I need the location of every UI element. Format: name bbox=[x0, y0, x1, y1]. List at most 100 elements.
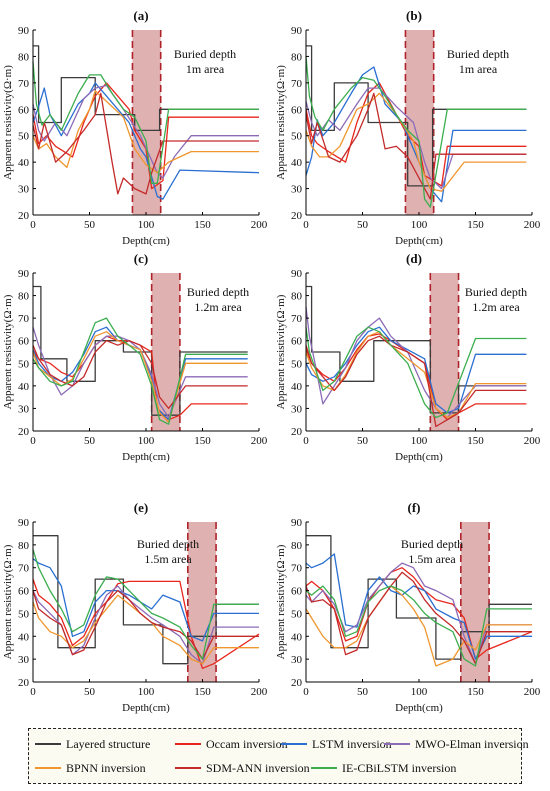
y-tick-label: 90 bbox=[291, 268, 303, 280]
y-tick-label: 80 bbox=[291, 540, 303, 552]
y-tick-label: 80 bbox=[18, 291, 30, 303]
series-line-lstm bbox=[32, 558, 259, 642]
y-tick-label: 50 bbox=[291, 358, 303, 370]
x-tick-label: 200 bbox=[524, 435, 541, 447]
panel-label: (e) bbox=[134, 500, 148, 515]
x-tick-label: 100 bbox=[138, 435, 155, 447]
series-line-layered bbox=[33, 285, 248, 416]
series-line-bpnn bbox=[305, 585, 532, 667]
legend-box: Layered structure Occam inversion LSTM i… bbox=[28, 728, 529, 784]
series-line-mwo bbox=[305, 306, 527, 419]
buried-depth-annotation: 1.5m area bbox=[408, 552, 456, 566]
y-tick-label: 50 bbox=[18, 608, 30, 620]
x-tick-label: 0 bbox=[303, 219, 309, 231]
series-line-bpnn bbox=[32, 594, 259, 665]
legend-item-occam: Occam inversion bbox=[175, 735, 288, 753]
buried-depth-annotation: Buried depth bbox=[187, 285, 249, 299]
series-line-iecbilstm bbox=[32, 317, 248, 425]
y-axis-label: Apparent resistivity(Ω·m) bbox=[275, 294, 287, 409]
y-tick-label: 40 bbox=[291, 381, 303, 393]
legend-label: Layered structure bbox=[66, 736, 151, 751]
buried-depth-annotation: 1.2m area bbox=[472, 300, 520, 314]
x-tick-label: 50 bbox=[84, 219, 96, 231]
series-line-layered bbox=[306, 45, 527, 187]
legend-item-mwo: MWO-Elman inversion bbox=[384, 735, 529, 753]
x-tick-label: 50 bbox=[357, 686, 369, 698]
x-tick-label: 200 bbox=[251, 219, 268, 231]
x-axis-label: Depth(cm) bbox=[395, 451, 443, 463]
y-tick-label: 30 bbox=[291, 654, 303, 666]
y-tick-label: 30 bbox=[291, 184, 303, 196]
panel-label: (c) bbox=[134, 251, 148, 266]
series-line-lstm bbox=[305, 553, 532, 660]
y-tick-label: 40 bbox=[18, 631, 30, 643]
y-tick-label: 90 bbox=[291, 25, 303, 37]
legend-swatch bbox=[384, 743, 410, 745]
x-tick-label: 0 bbox=[303, 435, 309, 447]
legend-swatch bbox=[35, 743, 61, 745]
x-axis-label: Depth(cm) bbox=[122, 235, 170, 247]
y-tick-label: 20 bbox=[18, 677, 30, 689]
legend-label: MWO-Elman inversion bbox=[415, 736, 529, 751]
chart-panel-e: 0 50 100 150 200 20 30 40 50 60 70 80 90 Depth(cm) App… bbox=[2, 500, 268, 714]
panel-label: (b) bbox=[406, 8, 422, 23]
y-tick-label: 20 bbox=[291, 426, 303, 438]
series-line-sdm bbox=[305, 335, 527, 428]
y-tick-label: 60 bbox=[291, 586, 303, 598]
buried-depth-annotation: 1.5m area bbox=[144, 552, 192, 566]
panel-label: (f) bbox=[408, 500, 421, 515]
x-tick-label: 100 bbox=[138, 686, 155, 698]
x-tick-label: 150 bbox=[467, 435, 484, 447]
y-tick-label: 90 bbox=[18, 268, 30, 280]
series-line-iecbilstm bbox=[32, 61, 259, 184]
panel-label: (a) bbox=[133, 8, 148, 23]
series-line-bpnn bbox=[305, 331, 527, 419]
y-tick-label: 70 bbox=[291, 563, 303, 575]
series-line-mwo bbox=[32, 585, 259, 665]
x-axis-label: Depth(cm) bbox=[122, 702, 170, 714]
legend-item-lstm: LSTM inversion bbox=[281, 735, 392, 753]
series-line-sdm bbox=[32, 589, 259, 660]
y-axis-label: Apparent resistivity(Ω·m) bbox=[275, 544, 287, 659]
y-tick-label: 30 bbox=[18, 403, 30, 415]
series-line-lstm bbox=[32, 326, 248, 421]
y-tick-label: 70 bbox=[291, 78, 303, 90]
y-tick-label: 30 bbox=[18, 184, 30, 196]
y-tick-label: 60 bbox=[18, 336, 30, 348]
x-tick-label: 200 bbox=[524, 686, 541, 698]
y-tick-label: 90 bbox=[291, 517, 303, 529]
y-tick-label: 80 bbox=[291, 291, 303, 303]
legend-swatch bbox=[281, 743, 307, 745]
chart-panel-c: 0 50 100 150 200 20 30 40 50 60 70 80 90 Depth(cm) App… bbox=[2, 251, 268, 463]
x-tick-label: 100 bbox=[411, 219, 428, 231]
x-tick-label: 150 bbox=[194, 219, 211, 231]
series-line-lstm bbox=[32, 82, 260, 200]
x-axis-label: Depth(cm) bbox=[122, 451, 170, 463]
y-axis-label: Apparent resistivity(Ω·m) bbox=[2, 544, 14, 659]
x-tick-label: 50 bbox=[84, 686, 96, 698]
x-tick-label: 150 bbox=[194, 686, 211, 698]
y-tick-label: 60 bbox=[291, 336, 303, 348]
legend-label: LSTM inversion bbox=[312, 736, 392, 751]
legend-label: IE-CBiLSTM inversion bbox=[342, 760, 457, 775]
y-tick-label: 70 bbox=[18, 563, 30, 575]
y-tick-label: 20 bbox=[18, 210, 30, 222]
series-line-sdm bbox=[305, 571, 532, 665]
x-tick-label: 50 bbox=[357, 435, 369, 447]
legend-swatch bbox=[175, 767, 201, 769]
y-tick-label: 50 bbox=[291, 131, 303, 143]
series-line-iecbilstm bbox=[32, 549, 259, 660]
chart-panel-a: 0 50 100 150 200 20 30 40 50 60 70 80 90 Depth(cm) App… bbox=[2, 8, 268, 247]
y-tick-label: 40 bbox=[291, 631, 303, 643]
y-tick-label: 50 bbox=[291, 608, 303, 620]
chart-panel-d: 0 50 100 150 200 20 30 40 50 60 70 80 90 Depth(cm) App… bbox=[275, 251, 541, 463]
y-tick-label: 40 bbox=[291, 157, 303, 169]
buried-depth-annotation: Buried depth bbox=[174, 47, 236, 61]
series-line-bpnn bbox=[305, 92, 527, 192]
legend-item-layered: Layered structure bbox=[35, 735, 150, 753]
series-line-iecbilstm bbox=[305, 326, 527, 419]
x-tick-label: 200 bbox=[251, 435, 268, 447]
x-tick-label: 0 bbox=[30, 219, 36, 231]
chart-panel-b: 0 50 100 150 200 20 30 40 50 60 70 80 90 Depth(cm) App… bbox=[275, 8, 541, 247]
y-tick-label: 20 bbox=[291, 677, 303, 689]
